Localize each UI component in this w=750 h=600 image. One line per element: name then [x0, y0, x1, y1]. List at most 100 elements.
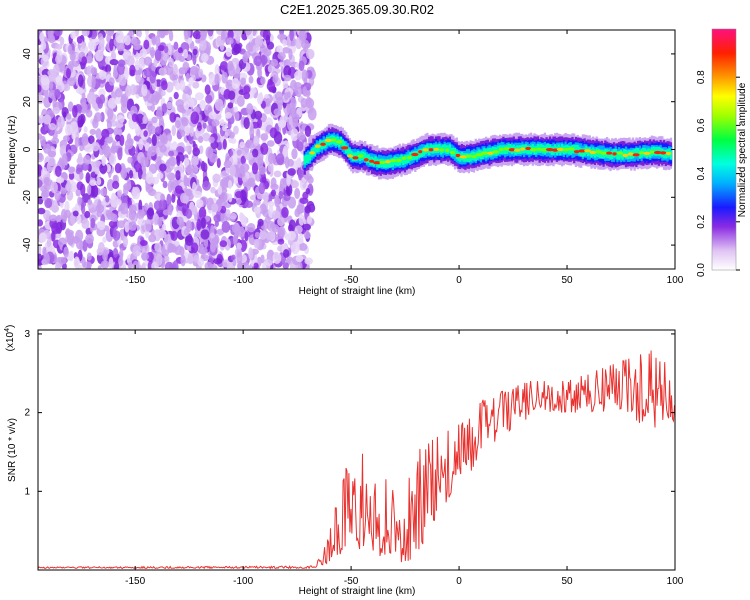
heatmap-cell: [574, 144, 578, 154]
heatmap-cell-peak: [616, 151, 624, 155]
heatmap-cell: [64, 123, 73, 136]
heatmap-cell: [270, 189, 277, 197]
heatmap-cell: [410, 151, 413, 161]
heatmap-cell: [154, 48, 162, 62]
heatmap-cell: [270, 183, 279, 190]
heatmap-cell: [138, 138, 144, 151]
heatmap-cell: [209, 153, 218, 163]
heatmap-cell: [636, 147, 640, 157]
heatmap-cell: [243, 117, 250, 130]
heatmap-cell: [346, 147, 350, 156]
heatmap-cell: [182, 48, 188, 59]
heatmap-cell: [123, 67, 129, 80]
heatmap-cell: [95, 49, 104, 62]
heatmap-cell: [254, 110, 263, 120]
heatmap-cell: [40, 190, 48, 201]
heatmap-cells: [38, 30, 673, 269]
heatmap-cell: [158, 67, 167, 76]
heatmap-cell: [148, 125, 157, 135]
heatmap-cell: [190, 111, 200, 125]
heatmap-cell: [183, 100, 190, 111]
heatmap-cell: [367, 154, 370, 164]
heatmap-cell: [209, 240, 217, 253]
heatmap-cell-peak: [373, 161, 381, 165]
heatmap-cell: [209, 232, 216, 239]
heatmap-cell: [384, 159, 388, 168]
heatmap-cell: [284, 233, 291, 241]
heatmap-cell: [158, 228, 165, 239]
heatmap-cell: [48, 122, 57, 131]
heatmap-cell: [233, 233, 238, 246]
heatmap-cell: [203, 237, 209, 249]
heatmap-cell: [145, 185, 154, 193]
x-tick-label: -50: [344, 275, 359, 286]
heatmap-cell: [107, 97, 117, 109]
heatmap-cell: [137, 218, 146, 226]
heatmap-cell: [220, 60, 229, 71]
heatmap-cell: [76, 36, 83, 44]
heatmap-cell: [298, 233, 304, 244]
heatmap-cell: [233, 30, 241, 41]
heatmap-cell: [162, 54, 170, 61]
heatmap-cell-peak: [525, 146, 531, 151]
heatmap-cell: [229, 131, 235, 139]
heatmap-cell: [81, 107, 88, 114]
heatmap-cell: [173, 91, 179, 100]
heatmap-cell: [87, 50, 93, 63]
heatmap-cell: [239, 141, 245, 149]
heatmap-cell: [151, 176, 160, 185]
snr-scale-factor: (x104): [4, 325, 16, 352]
heatmap-cell: [51, 137, 60, 145]
heatmap-cell: [180, 130, 186, 137]
heatmap-cell: [53, 63, 60, 77]
heatmap-cell: [502, 145, 505, 154]
heatmap-cell: [100, 187, 108, 197]
heatmap-cell: [253, 238, 260, 249]
heatmap-cell-peak: [471, 154, 477, 159]
colorbar-gradient: [711, 28, 737, 271]
heatmap-cell-peak: [503, 147, 510, 151]
heatmap-cell: [114, 162, 122, 174]
heatmap-cell-peak: [513, 148, 521, 152]
heatmap-cell: [54, 88, 61, 99]
heatmap-cell-peak: [643, 151, 651, 155]
heatmap-cell: [81, 218, 90, 230]
heatmap-cell: [137, 30, 142, 38]
heatmap-cell: [281, 207, 289, 218]
heatmap-cell: [161, 80, 168, 91]
heatmap-cell: [86, 252, 92, 261]
heatmap-cell: [233, 125, 239, 135]
heatmap-cell: [208, 111, 217, 120]
heatmap-cell: [55, 54, 63, 64]
heatmap-cell: [101, 128, 110, 140]
y-tick-label: -40: [22, 237, 33, 252]
heatmap-cell: [467, 153, 471, 163]
snr-frame: [37, 329, 676, 571]
heatmap-cell: [334, 136, 337, 146]
colorbar-tick-label: 0.8: [696, 70, 707, 84]
heatmap-cell: [272, 251, 282, 264]
heatmap-cell: [227, 60, 234, 71]
heatmap-cell: [81, 56, 88, 66]
heatmap-cell: [102, 236, 107, 243]
heatmap-cell: [229, 164, 236, 177]
heatmap-cell: [97, 220, 106, 231]
heatmap-cell: [266, 231, 274, 241]
heatmap-cell: [56, 214, 63, 223]
heatmap-cell: [192, 53, 197, 66]
snr-y-label: SNR (10 * v/v): [7, 418, 18, 482]
heatmap-cell: [67, 77, 76, 87]
heatmap-cell: [257, 218, 264, 227]
heatmap-cell: [271, 224, 280, 233]
heatmap-cell: [234, 111, 240, 122]
heatmap-cell: [185, 188, 193, 197]
x-tick-label: 50: [561, 576, 573, 587]
heatmap-cell: [72, 210, 79, 217]
heatmap-cell: [225, 112, 233, 119]
heatmap-cell: [55, 261, 61, 269]
heatmap-cell: [388, 159, 391, 168]
snr-x-label: Height of straight line (km): [299, 586, 416, 597]
y-tick-label: 40: [22, 48, 33, 60]
heatmap-cell: [581, 148, 585, 157]
heatmap-cell-peak: [612, 152, 617, 156]
